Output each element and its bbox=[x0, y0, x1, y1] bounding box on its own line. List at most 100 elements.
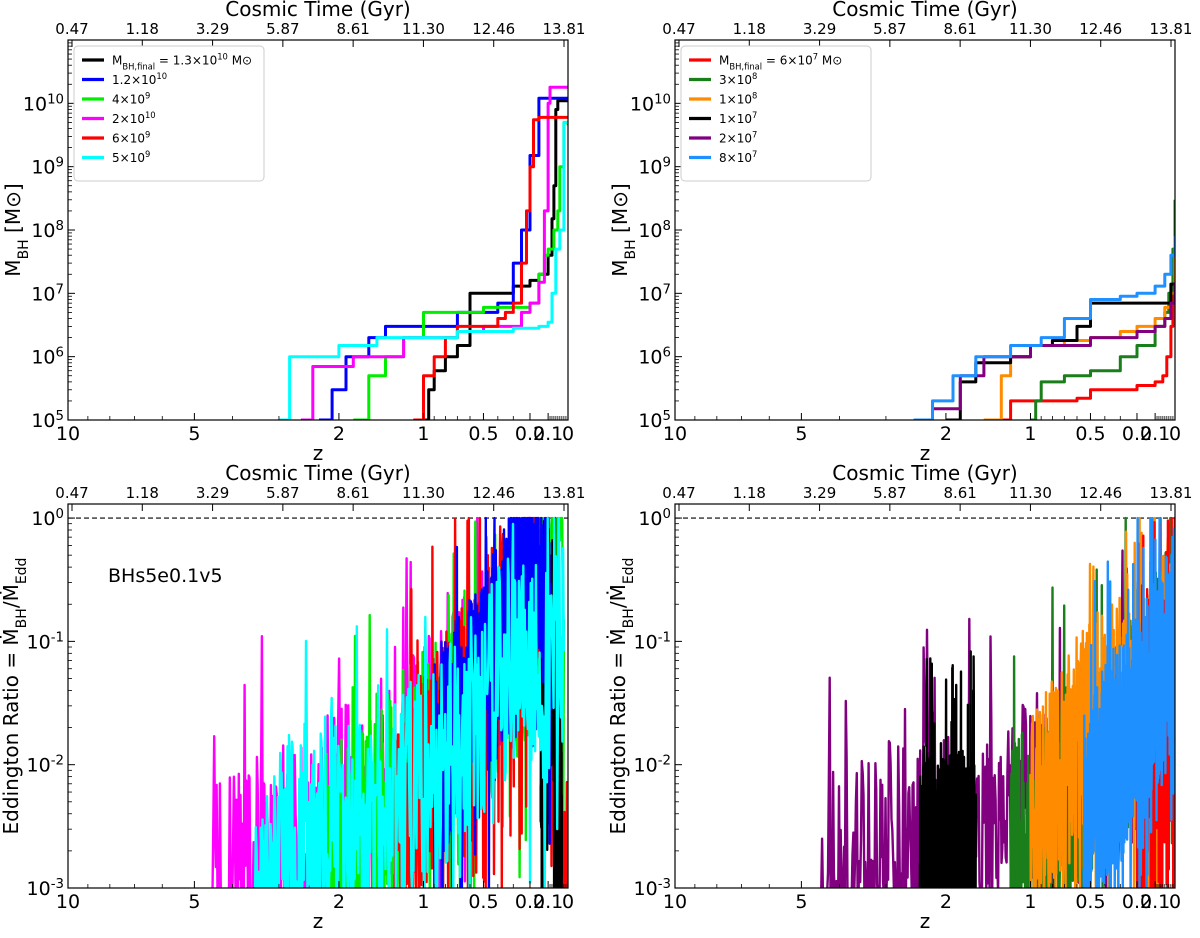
plot-area bbox=[913, 199, 1175, 420]
y-tick-label: 1010 bbox=[23, 92, 64, 116]
y-tick-label: 105 bbox=[31, 409, 64, 433]
legend-label: MBH,final = 6×107 M⊙ bbox=[719, 52, 842, 72]
x-tick-label: 10 bbox=[56, 891, 80, 913]
top-tick-label: 12.46 bbox=[1079, 484, 1122, 502]
y-tick-label: 108 bbox=[638, 219, 671, 243]
x-tick-label: 2 bbox=[333, 891, 345, 913]
y-axis-label: Eddington Ratio = ṀBH/ṀEdd bbox=[0, 558, 30, 835]
y-axis-label: Eddington Ratio = ṀBH/ṀEdd bbox=[606, 558, 637, 835]
y-tick-label: 108 bbox=[31, 219, 64, 243]
x-tick-label: 5 bbox=[188, 423, 200, 445]
legend-label: MBH,final = 1.3×1010 M⊙ bbox=[112, 52, 252, 72]
y-tick-label: 107 bbox=[638, 282, 671, 306]
series-line-purple bbox=[913, 282, 1175, 420]
series-line-cyan bbox=[253, 516, 566, 888]
x-tick-label: 1 bbox=[417, 891, 429, 913]
legend-label: 2×1010 bbox=[112, 110, 156, 126]
plot-area bbox=[675, 516, 1175, 888]
x-tick-label: 0.5 bbox=[1075, 891, 1105, 913]
x-tick-label: 0.5 bbox=[468, 423, 498, 445]
series-line-skyblue bbox=[1082, 516, 1175, 888]
top-tick-label: 13.81 bbox=[1150, 20, 1193, 38]
x-tick-label: 5 bbox=[795, 891, 807, 913]
top-tick-label: 3.29 bbox=[803, 484, 836, 502]
y-tick-label: 106 bbox=[638, 345, 671, 369]
x-tick-label: 10 bbox=[663, 423, 687, 445]
top-tick-label: 5.87 bbox=[266, 20, 299, 38]
y-axis-label: MBH [M⊙] bbox=[608, 183, 639, 276]
legend: MBH,final = 1.3×1010 M⊙1.2×1010 4×109 2×10… bbox=[73, 45, 265, 182]
y-tick-label: 10-1 bbox=[634, 630, 671, 654]
y-tick-label: 100 bbox=[31, 507, 64, 531]
legend-label: 1.2×1010 bbox=[112, 71, 167, 87]
y-tick-label: 10-2 bbox=[634, 753, 671, 777]
x-tick-label: 2 bbox=[940, 423, 952, 445]
x-tick-label: 0.2 bbox=[515, 891, 545, 913]
top-tick-label: 5.87 bbox=[873, 20, 906, 38]
y-tick-label: 106 bbox=[31, 345, 64, 369]
x-tick-label: 0.1 bbox=[533, 891, 563, 913]
x-tick-label: 0.5 bbox=[468, 891, 498, 913]
x-tick-label: 0.2 bbox=[1122, 891, 1152, 913]
x-tick-label: 0 bbox=[562, 891, 574, 913]
top-tick-label: 8.61 bbox=[336, 20, 369, 38]
plot-area bbox=[68, 516, 568, 888]
top-tick-label: 1.18 bbox=[733, 484, 766, 502]
x-axis-label: z bbox=[313, 441, 324, 465]
y-tick-label: 1010 bbox=[630, 92, 671, 116]
x-tick-label: 0.2 bbox=[1122, 423, 1152, 445]
legend-label: 2×107 bbox=[719, 130, 757, 146]
y-tick-label: 109 bbox=[31, 155, 64, 179]
y-tick-label: 107 bbox=[31, 282, 64, 306]
panel-annotation: BHs5e0.1v5 bbox=[108, 565, 223, 587]
top-tick-label: 11.30 bbox=[1009, 484, 1052, 502]
y-tick-label: 10-3 bbox=[634, 877, 671, 901]
series-line-green bbox=[353, 120, 568, 420]
top-axis-label: Cosmic Time (Gyr) bbox=[832, 461, 1017, 485]
top-tick-label: 1.18 bbox=[733, 20, 766, 38]
x-tick-label: 10 bbox=[56, 423, 80, 445]
series-line-red bbox=[413, 115, 568, 420]
series-line-skyblue bbox=[913, 236, 1175, 420]
top-tick-label: 12.46 bbox=[1079, 20, 1122, 38]
top-tick-label: 8.61 bbox=[336, 484, 369, 502]
top-tick-label: 13.81 bbox=[1150, 484, 1193, 502]
chart-panel-bottom-left: 10 5 2 1 0.5 0.20.10 z 0.47 1.18 3.29 5.87 8.61 11.3… bbox=[0, 461, 585, 933]
y-tick-label: 109 bbox=[638, 155, 671, 179]
x-tick-label: 0.1 bbox=[533, 423, 563, 445]
x-tick-label: 1 bbox=[417, 423, 429, 445]
plot-area bbox=[278, 85, 568, 420]
series-line-cyan bbox=[278, 120, 568, 420]
top-tick-label: 12.46 bbox=[472, 20, 515, 38]
plot-frame bbox=[674, 503, 1176, 889]
top-tick-label: 8.61 bbox=[943, 484, 976, 502]
x-tick-label: 1 bbox=[1024, 891, 1036, 913]
x-tick-label: 0.5 bbox=[1075, 423, 1105, 445]
y-tick-label: 100 bbox=[638, 507, 671, 531]
top-tick-label: 1.18 bbox=[126, 20, 159, 38]
x-tick-label: 5 bbox=[188, 891, 200, 913]
x-tick-label: 0.1 bbox=[1140, 891, 1170, 913]
top-tick-label: 11.30 bbox=[402, 20, 445, 38]
top-tick-label: 0.47 bbox=[55, 20, 88, 38]
x-tick-label: 0 bbox=[1169, 423, 1181, 445]
plot-frame bbox=[67, 503, 569, 889]
x-tick-label: 0 bbox=[562, 423, 574, 445]
y-tick-label: 10-2 bbox=[27, 753, 64, 777]
y-axis-label: MBH [M⊙] bbox=[1, 183, 32, 276]
x-tick-label: 2 bbox=[333, 423, 345, 445]
top-tick-label: 3.29 bbox=[196, 484, 229, 502]
x-tick-label: 2 bbox=[940, 891, 952, 913]
top-tick-label: 3.29 bbox=[196, 20, 229, 38]
top-tick-label: 13.81 bbox=[543, 484, 586, 502]
x-tick-label: 0 bbox=[1169, 891, 1181, 913]
legend: MBH,final = 6×107 M⊙3×108 1×108 1×107 2×107… bbox=[680, 45, 872, 182]
top-tick-label: 0.47 bbox=[662, 484, 695, 502]
top-tick-label: 8.61 bbox=[943, 20, 976, 38]
x-axis-label: z bbox=[920, 909, 931, 933]
top-axis-label: Cosmic Time (Gyr) bbox=[225, 0, 410, 21]
legend-label: 6×109 bbox=[112, 130, 150, 146]
